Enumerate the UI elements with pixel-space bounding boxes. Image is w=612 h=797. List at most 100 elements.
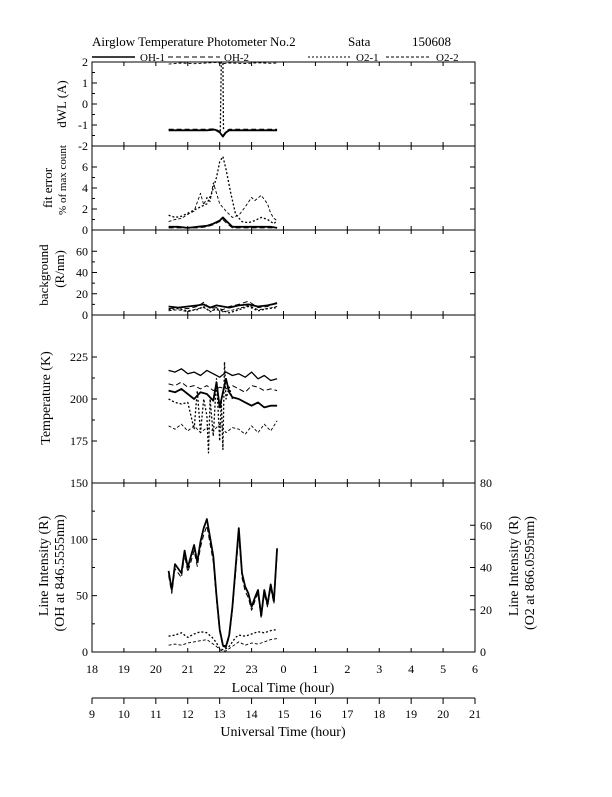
ytick-right-label: 20 <box>480 603 492 617</box>
xtick-label-ut: 9 <box>89 707 95 721</box>
ytick-label: 0 <box>82 97 88 111</box>
panel-temperature-frame <box>91 314 476 484</box>
xtick-label-ut: 12 <box>182 707 194 721</box>
series-line-oh-1 <box>167 518 278 648</box>
xtick-label-local: 0 <box>281 662 287 676</box>
ytick-label: 150 <box>70 476 88 490</box>
series-line-oh-2 <box>168 219 278 229</box>
ytick-label: 225 <box>70 350 88 364</box>
xtick-label-ut: 16 <box>309 707 321 721</box>
ytick-right-label: 60 <box>480 518 492 532</box>
xtick-label-ut: 19 <box>405 707 417 721</box>
xtick-label-ut: 13 <box>214 707 226 721</box>
chart-date: 150608 <box>412 34 451 49</box>
ytick-right-label: 40 <box>480 561 492 575</box>
xtick-label-ut: 18 <box>373 707 385 721</box>
xlabel-universal-time: Universal Time (hour) <box>220 725 346 740</box>
ytick-label: 2 <box>82 55 88 69</box>
chart-title: Airglow Temperature Photometer No.2 <box>92 34 296 49</box>
xtick-label-local: 6 <box>472 662 478 676</box>
xtick-label-local: 3 <box>376 662 382 676</box>
xtick-label-ut: 10 <box>118 707 130 721</box>
series-line-oh-1 <box>168 377 278 409</box>
ytick-label: 50 <box>76 589 88 603</box>
legend-label-o21: O2-1 <box>356 52 379 64</box>
ytick-label: 0 <box>82 223 88 237</box>
axis-ticks: -2-1012024602040601752002250501001500204… <box>70 55 492 721</box>
ytick-label: -1 <box>78 118 88 132</box>
xtick-label-local: 23 <box>246 662 258 676</box>
panel-background-frame <box>91 229 476 316</box>
xtick-label-ut: 21 <box>469 707 481 721</box>
series-line-o2-2 <box>168 182 278 223</box>
series-line-o2-2 <box>168 304 278 313</box>
xtick-label-local: 5 <box>440 662 446 676</box>
xtick-label-ut: 14 <box>246 707 258 721</box>
ytick-label: 4 <box>82 181 88 195</box>
series-line-oh-2 <box>168 525 278 648</box>
ylabel2-intensity-right: (O2 at 866.0595nm) <box>523 516 538 630</box>
series-line-o2-1 <box>168 628 278 651</box>
ylabel-temperature: Temperature (K) <box>39 351 54 445</box>
legend-label-o22: O2-2 <box>436 52 459 64</box>
xtick-label-ut: 11 <box>150 707 162 721</box>
panel-dwl-frame <box>91 61 476 147</box>
ytick-label: 200 <box>70 392 88 406</box>
ylabel-intensity: Line Intensity (R) <box>37 516 52 617</box>
xtick-label-local: 18 <box>86 662 98 676</box>
panel-fit-error-frame <box>91 145 476 231</box>
xtick-label-local: 4 <box>408 662 414 676</box>
xtick-label-local: 2 <box>344 662 350 676</box>
ylabel-background: background <box>36 244 51 306</box>
series-line-o2-1 <box>168 305 278 314</box>
series-line-oh-1 <box>168 128 278 138</box>
series-line-o2-2 <box>168 420 278 435</box>
series-line-oh-1b <box>168 368 278 382</box>
ytick-label: 20 <box>76 287 88 301</box>
series-line-oh-1 <box>168 216 278 229</box>
chart-site: Sata <box>348 34 371 49</box>
series-line-oh-2 <box>168 381 278 393</box>
ytick-label: 1 <box>82 76 88 90</box>
xlabel-local-time: Local Time (hour) <box>232 681 335 696</box>
series-lines <box>167 61 278 652</box>
legend-label-oh2: OH-2 <box>224 52 249 64</box>
xtick-label-local: 1 <box>312 662 318 676</box>
ylabel2-fit-error: % of max count <box>57 145 69 215</box>
ytick-label: 0 <box>82 308 88 322</box>
ylabel-intensity-right: Line Intensity (R) <box>507 516 522 617</box>
series-line-o2-1 <box>168 155 278 225</box>
ytick-label: 2 <box>82 202 88 216</box>
legend-label-oh1: OH-1 <box>140 52 165 64</box>
series-line-oh-2 <box>168 128 278 136</box>
ylabel2-intensity: (OH at 846.5555nm) <box>53 514 68 631</box>
ytick-label: -2 <box>78 139 88 153</box>
series-line-o2-1 <box>219 61 225 132</box>
ytick-label: 0 <box>82 645 88 659</box>
ytick-label: 40 <box>76 266 88 280</box>
ytick-label: 6 <box>82 160 88 174</box>
legend: OH-1 OH-2 O2-1 O2-2 <box>92 52 459 64</box>
ytick-label: 175 <box>70 434 88 448</box>
xtick-label-local: 20 <box>150 662 162 676</box>
xtick-label-ut: 15 <box>278 707 290 721</box>
series-line-o2-2 <box>168 61 278 65</box>
ytick-label: 100 <box>70 532 88 546</box>
xtick-label-ut: 17 <box>341 707 353 721</box>
series-line-o2-1 <box>168 361 234 454</box>
xtick-label-local: 22 <box>214 662 226 676</box>
ylabel-fit-error: fit error <box>40 167 55 208</box>
xtick-label-local: 21 <box>182 662 194 676</box>
series-line-o2-2 <box>168 638 278 652</box>
xtick-label-ut: 20 <box>437 707 449 721</box>
ylabel-dwl: dWL (A) <box>54 80 69 128</box>
series-line-oh-1 <box>168 302 278 309</box>
ytick-label: 60 <box>76 244 88 258</box>
xtick-label-local: 19 <box>118 662 130 676</box>
ytick-right-label: 80 <box>480 476 492 490</box>
series-line-oh-2 <box>168 300 278 311</box>
panel-intensity-frame <box>91 482 476 653</box>
ylabel2-background: (R/nm) <box>52 250 67 288</box>
